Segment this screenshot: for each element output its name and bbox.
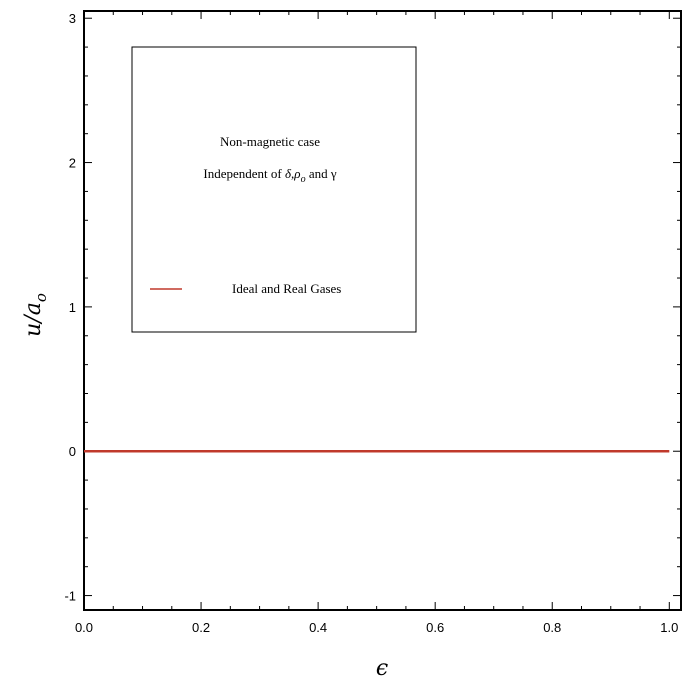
x-tick-label: 0.4	[309, 620, 327, 635]
x-tick-label: 0.8	[543, 620, 561, 635]
annotation-line-2: Independent of δ,ρo and γ	[203, 166, 336, 185]
x-axis-label: ϵ	[376, 656, 388, 681]
legend-entry-label: Ideal and Real Gases	[232, 281, 341, 296]
annotation-line-1: Non-magnetic case	[220, 134, 320, 149]
y-tick-label: -1	[64, 589, 76, 604]
x-tick-label: 1.0	[660, 620, 678, 635]
y-tick-label: 1	[69, 300, 76, 315]
y-tick-label: 2	[69, 156, 76, 171]
legend-box	[131, 46, 417, 333]
y-tick-label: 3	[69, 11, 76, 26]
x-tick-label: 0.2	[192, 620, 210, 635]
x-axis-ticks: 0.0 0.2 0.4 0.6 0.8 1.0	[75, 11, 678, 635]
plot-frame	[83, 10, 682, 611]
x-tick-label: 0.0	[75, 620, 93, 635]
y-axis-ticks: -1 0 1 2 3	[64, 11, 681, 604]
y-axis-label: u/ao	[21, 293, 50, 337]
y-tick-label: 0	[69, 444, 76, 459]
x-tick-label: 0.6	[426, 620, 444, 635]
